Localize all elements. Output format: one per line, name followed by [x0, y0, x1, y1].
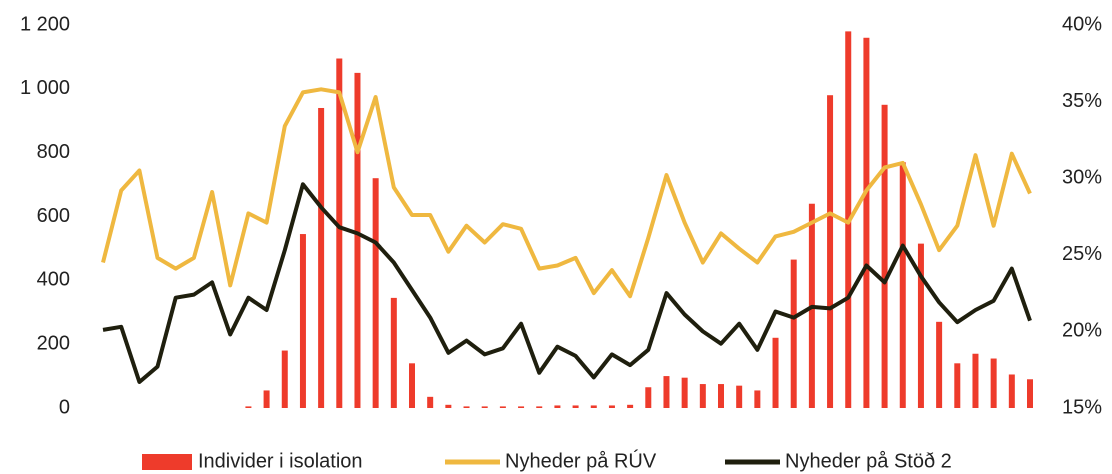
bar	[390, 297, 397, 408]
line	[102, 182, 1032, 384]
y2-tick-label: 20%	[1062, 320, 1102, 342]
bar	[245, 406, 252, 408]
bar	[736, 385, 743, 408]
y2-tick-label: 40%	[1062, 13, 1102, 35]
bar	[354, 72, 361, 408]
bar	[481, 406, 488, 408]
y-tick-label: 800	[37, 141, 70, 163]
y-tick-label: 0	[59, 396, 70, 418]
bar	[627, 404, 634, 408]
bar	[754, 390, 761, 408]
bar	[1008, 374, 1015, 408]
bar	[827, 95, 834, 408]
bar	[863, 37, 870, 409]
legend-swatch	[142, 454, 192, 470]
bar	[572, 405, 579, 408]
bar	[281, 350, 288, 408]
bar	[445, 404, 452, 408]
bar	[554, 405, 561, 408]
legend-label: Individer i isolation	[198, 450, 363, 472]
y2-tick-label: 35%	[1062, 90, 1102, 112]
y-tick-label: 200	[37, 332, 70, 354]
line	[101, 87, 1032, 299]
bar	[681, 377, 688, 408]
bar	[718, 384, 724, 408]
bar	[790, 259, 797, 408]
bar	[372, 178, 379, 408]
bar	[699, 384, 706, 408]
y-tick-label: 1 000	[20, 77, 70, 99]
y2-tick-label: 15%	[1062, 396, 1102, 418]
bar	[954, 363, 961, 408]
bar	[536, 406, 543, 408]
y-tick-label: 600	[37, 205, 70, 227]
bar	[917, 243, 924, 408]
bar	[663, 376, 670, 408]
bar	[772, 337, 779, 408]
legend-label: Nyheder på Stöð 2	[785, 450, 952, 472]
bar	[990, 358, 997, 408]
y2-tick-label: 30%	[1062, 166, 1102, 188]
bar	[299, 234, 306, 408]
bar	[608, 405, 615, 408]
bar	[518, 406, 525, 408]
bar	[936, 321, 943, 408]
legend-label: Nyheder på RÚV	[505, 449, 657, 472]
bar	[590, 405, 597, 408]
bar	[899, 162, 906, 408]
bar	[645, 387, 652, 408]
bar	[463, 406, 470, 408]
bar	[1027, 379, 1033, 408]
bar	[318, 107, 325, 408]
bar	[409, 363, 415, 408]
bar	[263, 390, 270, 408]
bar	[972, 353, 979, 408]
y2-tick-label: 25%	[1062, 243, 1102, 265]
bar	[336, 58, 343, 408]
bar	[427, 396, 434, 408]
y-tick-label: 400	[37, 269, 70, 291]
bar	[881, 104, 888, 409]
bar	[499, 406, 506, 408]
y-tick-label: 1 200	[20, 13, 70, 35]
